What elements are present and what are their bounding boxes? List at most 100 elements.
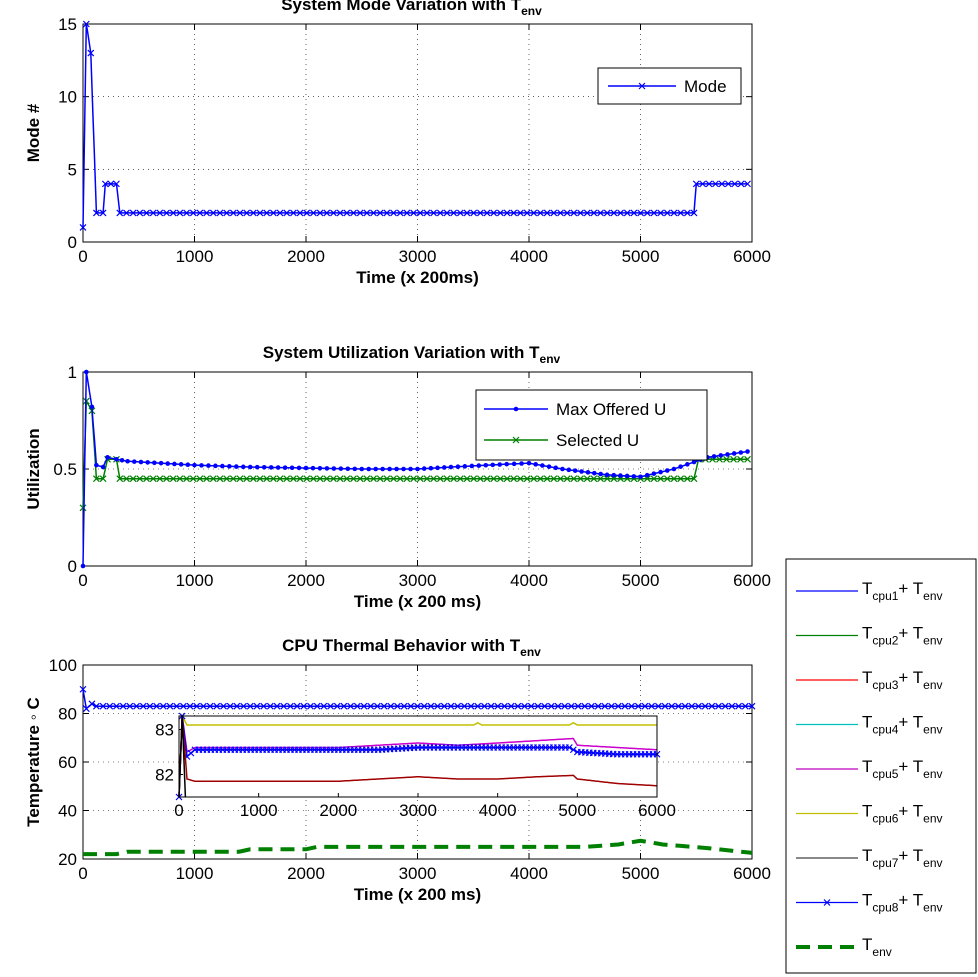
series-selected-u-point xyxy=(310,475,317,483)
y-axis-label: Utilization xyxy=(24,428,43,509)
series-cpu8-point xyxy=(748,702,756,710)
series-mode-point xyxy=(530,209,538,217)
series-cpu8-point xyxy=(681,702,689,710)
series-max-offered-u-point xyxy=(145,460,150,465)
series-selected-u-point xyxy=(116,475,124,483)
series-max-offered-u-point xyxy=(745,449,750,454)
inset-chart: 0 1000 2000 3000 4000 5000 6000 82 83 xyxy=(155,712,676,820)
series-max-offered-u-point xyxy=(89,404,95,410)
x-tick-label: 1000 xyxy=(176,571,214,590)
series-max-offered-u-point xyxy=(125,458,130,464)
inset-y-tick-label: 82 xyxy=(155,766,174,785)
series-selected-u-point xyxy=(690,475,698,483)
series-cpu8-point xyxy=(260,702,268,710)
series-cpu8-point xyxy=(641,702,649,710)
series-max-offered-u-point xyxy=(310,465,316,471)
y-tick-label: 100 xyxy=(49,656,77,675)
series-mode-point xyxy=(236,209,244,217)
series-mode-point xyxy=(376,209,384,217)
series-cpu8-point xyxy=(153,702,161,710)
series-max-offered-u-point xyxy=(592,470,597,476)
series-mode-point xyxy=(350,209,357,217)
series-cpu8-point xyxy=(82,705,90,713)
series-mode-point xyxy=(677,209,685,217)
series-max-offered-u-point xyxy=(401,466,406,472)
series-cpu8-point xyxy=(280,702,288,710)
series-max-offered-u-point xyxy=(504,461,510,467)
series-cpu8-point xyxy=(199,702,207,710)
series-selected-u-point xyxy=(436,475,444,483)
series-mode-point xyxy=(423,209,431,217)
series-selected-u-point xyxy=(510,475,518,483)
series-max-offered-u-point xyxy=(718,453,724,458)
series-selected-u-point xyxy=(143,475,150,483)
series-selected-u-point xyxy=(723,455,730,463)
legend-marker xyxy=(638,82,646,90)
series-mode-point xyxy=(692,180,700,188)
series-selected-u-point xyxy=(129,475,137,483)
inset-series-1-line xyxy=(178,713,657,798)
chart-title-sub: env xyxy=(520,645,541,659)
chart-title-base: CPU Thermal Behavior with T xyxy=(282,636,521,655)
series-mode-point xyxy=(136,209,144,217)
series-selected-u-point xyxy=(476,475,484,483)
series-max-offered-u-point xyxy=(199,463,204,468)
x-tick-label: 0 xyxy=(78,247,87,266)
series-selected-u-point xyxy=(390,475,397,483)
series-mode-point xyxy=(396,209,404,217)
series-cpu8-point xyxy=(561,702,569,710)
series-mode-point xyxy=(183,209,190,217)
series-mode-point xyxy=(269,209,277,217)
series-mode-point xyxy=(650,209,658,217)
series-mode-point xyxy=(537,209,544,217)
series-mode-point xyxy=(483,209,491,217)
chart-title-sub: env xyxy=(540,352,561,366)
series-max-offered-u-point xyxy=(268,465,274,470)
series-max-offered-u-point xyxy=(254,464,260,470)
series-max-offered-u-point xyxy=(415,466,420,472)
x-tick-label: 2000 xyxy=(287,864,325,883)
series-max-offered-u-point xyxy=(658,469,663,475)
legend-label-sym: T xyxy=(862,668,872,687)
series-selected-u-point xyxy=(603,475,611,483)
legend-label-sub2: env xyxy=(923,856,942,870)
series-selected-u-point xyxy=(423,475,431,483)
series-selected-u-point xyxy=(189,475,197,483)
series-mode-point xyxy=(463,209,471,217)
series-mode-point xyxy=(383,209,391,217)
series-max-offered-u-point xyxy=(152,460,157,466)
series-max-offered-u-point xyxy=(511,461,517,467)
legend-label-mid: + T xyxy=(898,579,923,598)
series-mode-point xyxy=(557,209,564,217)
series-mode-point xyxy=(577,209,584,217)
series-max-offered-u-point xyxy=(476,463,482,468)
chart-title: System Utilization Variation with Tenv xyxy=(263,343,561,366)
legend-label-mid: + T xyxy=(898,846,923,865)
legend-box xyxy=(475,389,708,461)
series-cpu8-point xyxy=(567,702,575,710)
series-mode-point xyxy=(243,209,251,217)
legend-label-sub: cpu8 xyxy=(872,901,898,915)
series-cpu8-point xyxy=(554,702,562,710)
y-axis-label: Mode # xyxy=(24,103,43,162)
series-mode-point xyxy=(410,209,418,217)
series-max-offered-u-point xyxy=(483,462,489,468)
series-mode-point xyxy=(630,209,638,217)
series-cpu8-point xyxy=(240,702,247,710)
series-selected-u-point xyxy=(376,475,384,483)
series-mode-point xyxy=(256,209,264,217)
series-max-offered-u-point xyxy=(240,464,246,470)
series-max-offered-u-point xyxy=(638,474,643,480)
series-cpu8-point xyxy=(434,702,441,710)
series-cpu8-point xyxy=(166,702,174,710)
series-mode-point xyxy=(356,209,364,217)
series-mode-point xyxy=(129,209,137,217)
series-cpu8-point xyxy=(380,702,388,710)
inset-x-tick-label: 5000 xyxy=(558,801,596,820)
y-tick-label: 80 xyxy=(58,705,77,724)
series-cpu8-point xyxy=(501,702,508,710)
series-max-offered-u-point xyxy=(408,466,413,472)
inset-x-tick-label: 0 xyxy=(174,801,183,820)
series-cpu8-point xyxy=(253,702,261,710)
